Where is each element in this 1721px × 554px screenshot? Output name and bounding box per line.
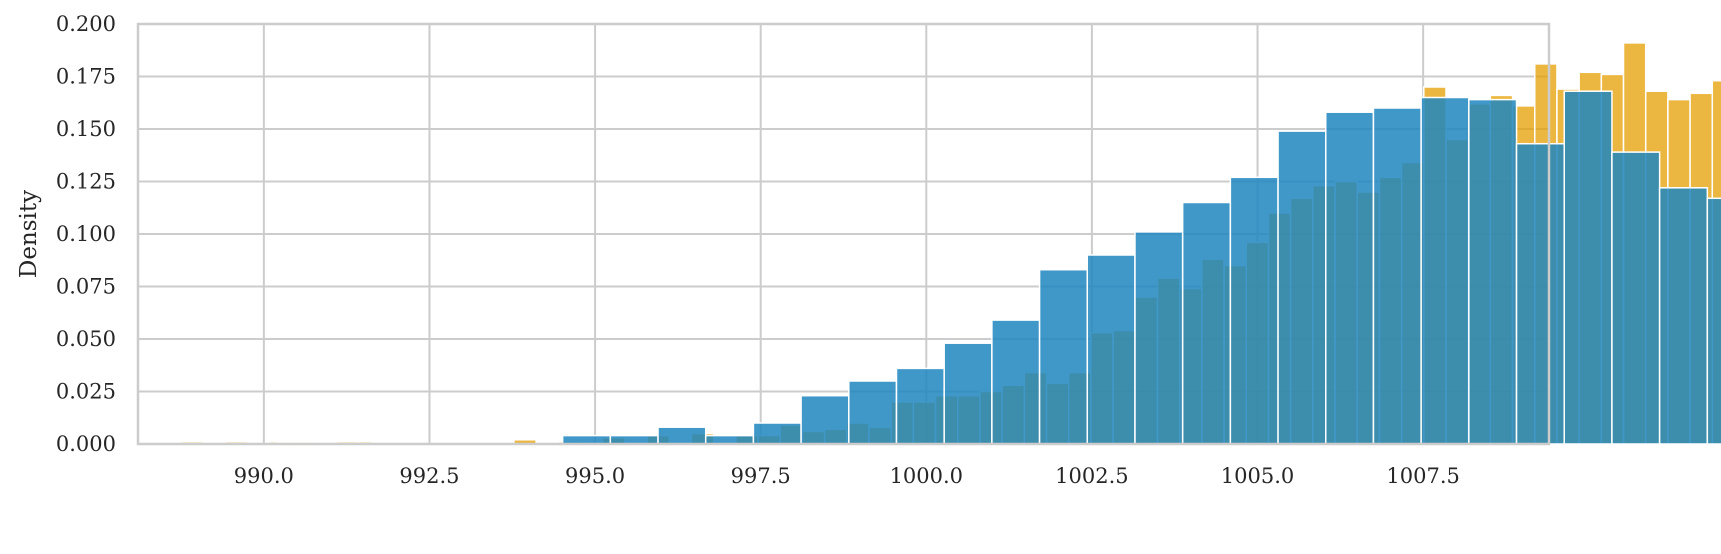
y-tick-label: 0.050 xyxy=(56,327,116,351)
series-blue-bars xyxy=(275,90,1721,445)
histogram-bar xyxy=(943,342,993,445)
histogram-bar xyxy=(800,394,850,445)
x-axis-ticks: 990.0 992.5 995.0 997.5 1000.0 1002.5 1005.0 10… xyxy=(234,464,1460,488)
y-tick-label: 0.075 xyxy=(56,275,116,299)
histogram-bar xyxy=(1372,107,1422,445)
x-tick-label: 995.0 xyxy=(565,464,625,488)
histogram-bar xyxy=(657,426,707,445)
x-tick-label: 1002.5 xyxy=(1055,464,1128,488)
histogram-bar xyxy=(1563,90,1613,445)
y-tick-label: 0.125 xyxy=(56,170,116,194)
histogram-bar xyxy=(561,434,612,445)
histogram-bar xyxy=(1038,268,1089,445)
y-tick-label: 0.025 xyxy=(56,380,116,404)
histogram-bar xyxy=(752,422,802,445)
x-tick-label: 1007.5 xyxy=(1386,464,1459,488)
histogram-bar xyxy=(1229,176,1279,445)
plot-frame xyxy=(136,22,1551,446)
x-tick-label: 1000.0 xyxy=(890,464,963,488)
y-tick-label: 0.000 xyxy=(56,432,116,456)
histogram-bar xyxy=(1420,96,1470,445)
y-tick-label: 0.100 xyxy=(56,222,116,246)
histogram-bar xyxy=(991,319,1041,445)
histogram-bar xyxy=(1706,197,1721,445)
x-tick-label: 997.5 xyxy=(731,464,791,488)
histogram-bar xyxy=(1611,151,1661,445)
y-tick-label: 0.150 xyxy=(56,117,116,141)
y-axis-label: Density xyxy=(16,190,42,278)
histogram-bar xyxy=(704,434,755,445)
histogram-bar xyxy=(609,434,659,445)
histogram-bar xyxy=(1181,201,1232,445)
y-tick-label: 0.200 xyxy=(56,12,116,36)
x-tick-label: 992.5 xyxy=(399,464,459,488)
histogram-bar xyxy=(1658,187,1709,445)
histogram-bar xyxy=(1277,130,1327,445)
histogram-bar xyxy=(1325,111,1375,445)
x-tick-label: 990.0 xyxy=(234,464,294,488)
y-tick-label: 0.175 xyxy=(56,65,116,89)
histogram-bar xyxy=(1134,231,1184,445)
histogram-bar xyxy=(848,380,898,445)
histogram-bar xyxy=(1515,142,1565,445)
histogram-bar xyxy=(1468,98,1518,445)
x-tick-label: 1005.0 xyxy=(1221,464,1294,488)
histogram-bar xyxy=(1086,254,1136,445)
histogram-bar xyxy=(895,367,945,445)
y-axis-ticks: 0.000 0.025 0.050 0.075 0.100 0.125 0.150 0.175… xyxy=(56,12,116,456)
